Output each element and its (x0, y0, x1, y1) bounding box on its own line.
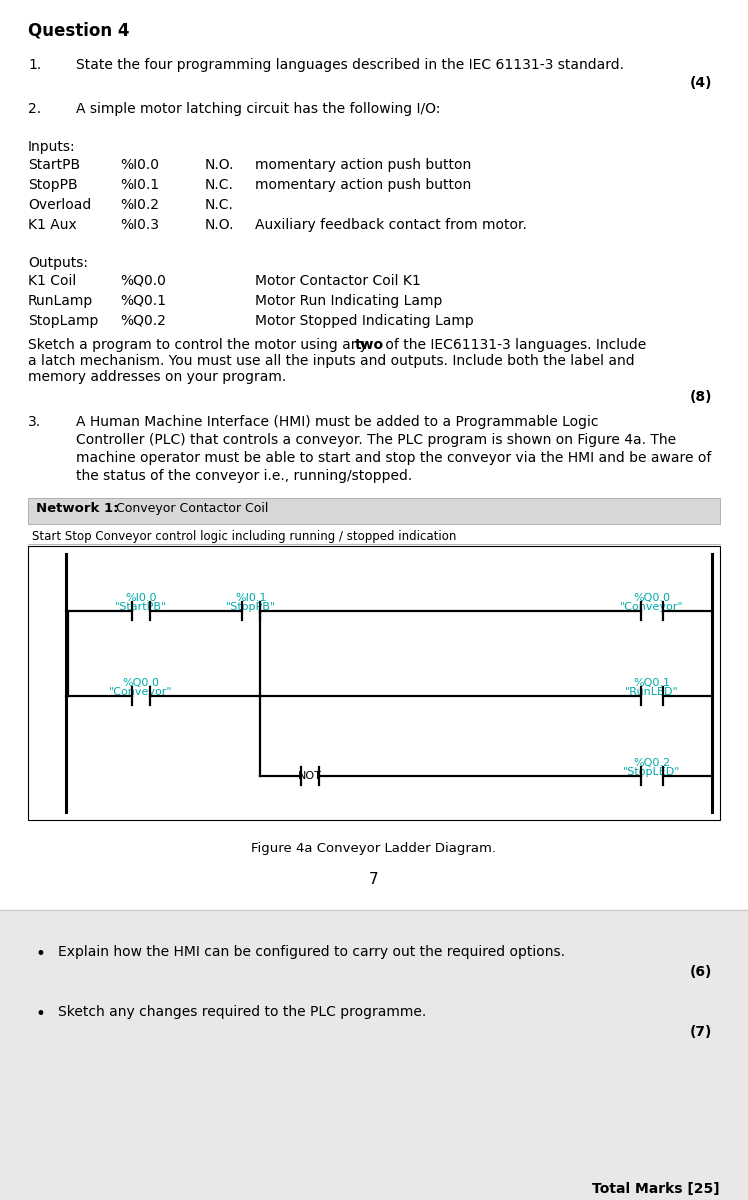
Text: a latch mechanism. You must use all the inputs and outputs. Include both the lab: a latch mechanism. You must use all the … (28, 354, 634, 368)
Text: %Q0.0: %Q0.0 (120, 274, 166, 288)
Text: %Q0.1: %Q0.1 (634, 678, 670, 688)
Text: momentary action push button: momentary action push button (255, 178, 471, 192)
Text: %I0.2: %I0.2 (120, 198, 159, 212)
Text: %I0.0: %I0.0 (125, 593, 157, 602)
Text: N.C.: N.C. (205, 198, 234, 212)
Text: Network 1:: Network 1: (36, 502, 118, 515)
Text: Motor Stopped Indicating Lamp: Motor Stopped Indicating Lamp (255, 314, 473, 328)
Text: Motor Contactor Coil K1: Motor Contactor Coil K1 (255, 274, 420, 288)
Text: RunLamp: RunLamp (28, 294, 94, 308)
Text: Overload: Overload (28, 198, 91, 212)
Text: 1.: 1. (28, 58, 41, 72)
Text: momentary action push button: momentary action push button (255, 158, 471, 172)
Text: N.C.: N.C. (205, 178, 234, 192)
Text: K1 Aux: K1 Aux (28, 218, 77, 232)
Text: (6): (6) (690, 965, 712, 979)
Text: the status of the conveyor i.e., running/stopped.: the status of the conveyor i.e., running… (76, 469, 412, 482)
Bar (0, 910, 748, 1200)
Text: two: two (355, 338, 384, 352)
Text: %I0.1: %I0.1 (120, 178, 159, 192)
Text: Conveyor Contactor Coil: Conveyor Contactor Coil (116, 502, 269, 515)
Text: StartPB: StartPB (28, 158, 80, 172)
Text: StopLamp: StopLamp (28, 314, 99, 328)
Text: "Conveyor": "Conveyor" (620, 602, 684, 612)
Text: "StopLED": "StopLED" (623, 767, 681, 778)
Text: memory addresses on your program.: memory addresses on your program. (28, 370, 286, 384)
Text: %Q0.0: %Q0.0 (123, 678, 159, 688)
Text: (7): (7) (690, 1025, 712, 1039)
Text: %I0.3: %I0.3 (120, 218, 159, 232)
Text: Question 4: Question 4 (28, 22, 129, 40)
Text: %Q0.2: %Q0.2 (634, 758, 670, 768)
Text: Outputs:: Outputs: (28, 256, 88, 270)
Text: machine operator must be able to start and stop the conveyor via the HMI and be : machine operator must be able to start a… (76, 451, 711, 464)
Text: Sketch any changes required to the PLC programme.: Sketch any changes required to the PLC p… (58, 1006, 426, 1019)
Text: Motor Run Indicating Lamp: Motor Run Indicating Lamp (255, 294, 442, 308)
Text: •: • (36, 1006, 46, 1022)
Text: "RunLED": "RunLED" (625, 686, 679, 697)
Text: %Q0.2: %Q0.2 (120, 314, 166, 328)
Text: Explain how the HMI can be configured to carry out the required options.: Explain how the HMI can be configured to… (58, 946, 565, 959)
Text: Controller (PLC) that controls a conveyor. The PLC program is shown on Figure 4a: Controller (PLC) that controls a conveyo… (76, 433, 676, 446)
Text: Auxiliary feedback contact from motor.: Auxiliary feedback contact from motor. (255, 218, 527, 232)
Text: •: • (36, 946, 46, 962)
Text: K1 Coil: K1 Coil (28, 274, 76, 288)
Text: (8): (8) (690, 390, 713, 404)
Text: "StopPB": "StopPB" (226, 602, 276, 612)
Text: "Conveyor": "Conveyor" (109, 686, 173, 697)
Text: State the four programming languages described in the IEC 61131-3 standard.: State the four programming languages des… (76, 58, 624, 72)
Bar (28, 546, 720, 820)
Text: 7: 7 (370, 872, 378, 887)
Text: 2.: 2. (28, 102, 41, 116)
Text: of the IEC61131-3 languages. Include: of the IEC61131-3 languages. Include (381, 338, 646, 352)
Text: A simple motor latching circuit has the following I/O:: A simple motor latching circuit has the … (76, 102, 441, 116)
Text: N.O.: N.O. (205, 158, 235, 172)
Text: Inputs:: Inputs: (28, 140, 76, 154)
Text: %Q0.1: %Q0.1 (120, 294, 166, 308)
Text: Figure 4a Conveyor Ladder Diagram.: Figure 4a Conveyor Ladder Diagram. (251, 842, 497, 854)
Text: "StartPB": "StartPB" (115, 602, 167, 612)
Text: StopPB: StopPB (28, 178, 78, 192)
Text: 3.: 3. (28, 415, 41, 428)
Text: Sketch a program to control the motor using any: Sketch a program to control the motor us… (28, 338, 372, 352)
Text: %Q0.0: %Q0.0 (634, 593, 670, 602)
Bar (28, 498, 720, 524)
Text: Total Marks [25]: Total Marks [25] (592, 1182, 720, 1196)
Text: N.O.: N.O. (205, 218, 235, 232)
Text: (4): (4) (690, 76, 713, 90)
Text: A Human Machine Interface (HMI) must be added to a Programmable Logic: A Human Machine Interface (HMI) must be … (76, 415, 598, 428)
Text: NOT: NOT (298, 770, 322, 781)
Text: %I0.1: %I0.1 (236, 593, 267, 602)
Text: Start Stop Conveyor control logic including running / stopped indication: Start Stop Conveyor control logic includ… (32, 530, 456, 542)
Text: %I0.0: %I0.0 (120, 158, 159, 172)
